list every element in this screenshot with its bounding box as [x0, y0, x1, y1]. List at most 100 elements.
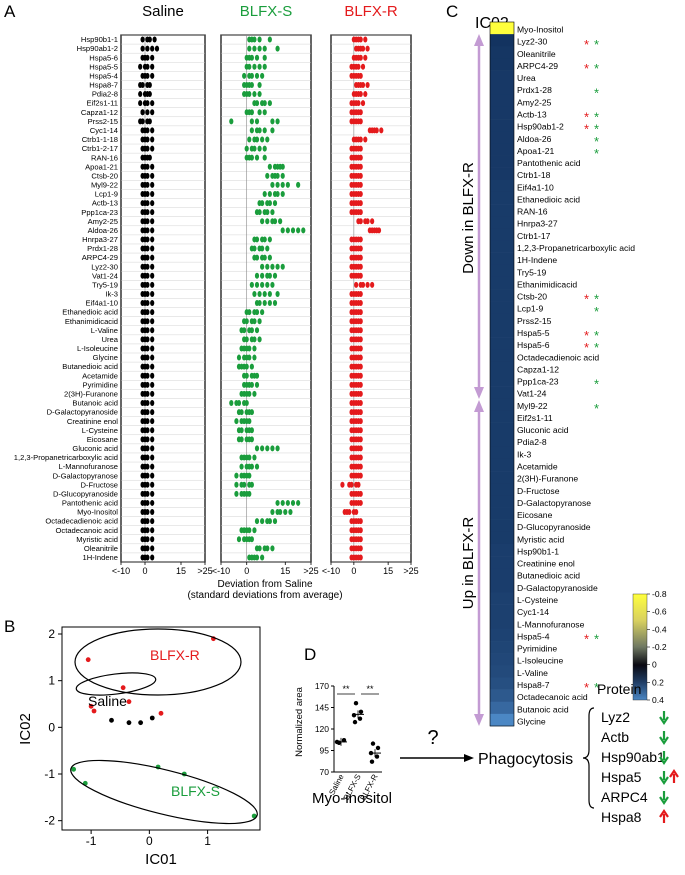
data-point: [358, 72, 363, 79]
data-point: [272, 163, 278, 170]
data-point: [275, 45, 280, 52]
data-point: [262, 109, 267, 116]
data-point: [356, 309, 361, 316]
panel-a-xlabel-1: Deviation from Saline: [217, 579, 312, 590]
data-point: [242, 399, 247, 406]
data-point: [257, 145, 262, 152]
data-point: [351, 181, 356, 188]
feature-label: ARPC4-29: [82, 253, 118, 262]
green-star: *: [594, 146, 599, 161]
data-point: [351, 300, 356, 307]
x-tick-label: <-10: [322, 566, 340, 576]
heatmap-cell: [490, 155, 514, 168]
data-point: [358, 709, 364, 714]
red-star: *: [584, 680, 589, 695]
data-point: [150, 436, 155, 443]
row-label: Myristic acid: [517, 534, 564, 544]
data-point: [142, 427, 148, 434]
up-arrow: [474, 400, 484, 726]
feature-label: Creatinine enol: [67, 417, 118, 426]
red-star: *: [584, 632, 589, 647]
data-point: [351, 145, 356, 152]
x-tick-label: 15: [280, 566, 290, 576]
data-point: [254, 72, 260, 79]
data-point: [252, 91, 257, 98]
data-point: [275, 172, 280, 179]
data-point: [275, 118, 280, 125]
row-label: D-Glucopyranoside: [517, 522, 591, 532]
data-point: [244, 490, 249, 497]
data-point: [142, 63, 148, 70]
data-point: [150, 499, 155, 506]
protein-name: Actb: [601, 729, 629, 745]
data-point: [234, 472, 239, 479]
row-label: Ctrb1-18: [517, 170, 551, 180]
data-point: [150, 263, 155, 270]
data-point: [351, 163, 356, 170]
data-point: [354, 91, 359, 98]
data-point: [351, 418, 356, 425]
data-point: [267, 254, 272, 261]
row-label: Prss2-15: [517, 316, 552, 326]
data-point: [349, 63, 354, 70]
data-point: [272, 518, 278, 525]
data-point: [374, 227, 379, 234]
blfx-s-ellipse: [70, 759, 258, 825]
data-point: [142, 536, 148, 543]
heatmap-cell: [490, 592, 514, 605]
data-point: [375, 745, 381, 751]
data-point: [351, 100, 356, 107]
data-point: [142, 209, 148, 216]
data-point: [356, 490, 361, 497]
data-point: [260, 218, 265, 225]
row-label: L-Mannofuranose: [517, 619, 585, 629]
x-tick-label: -1: [86, 834, 97, 848]
data-point: [150, 518, 155, 525]
data-point: [272, 300, 278, 307]
data-point: [356, 427, 361, 434]
heatmap-cell: [490, 301, 514, 314]
heatmap-cell: [490, 556, 514, 569]
panel-c: C IC02 Myo-InositolLyz2-30**OleanitrileA…: [446, 2, 667, 726]
data-point: [265, 245, 270, 252]
data-point: [142, 72, 148, 79]
data-point: [247, 527, 252, 534]
data-point: [356, 463, 361, 470]
data-point: [262, 54, 267, 61]
feature-label: Octadecanoic acid: [56, 526, 118, 535]
data-point: [150, 527, 155, 534]
row-label: ARPC4-29: [517, 61, 558, 71]
row-label: Actb-13: [517, 110, 547, 120]
data-point: [242, 345, 247, 352]
sig-label: **: [342, 684, 350, 694]
data-point: [150, 509, 155, 516]
data-point: [150, 472, 155, 479]
data-point: [296, 499, 301, 506]
feature-label: Myristic acid: [76, 535, 118, 544]
data-point: [374, 754, 380, 759]
data-point: [244, 336, 249, 343]
data-point: [150, 236, 155, 243]
data-point: [254, 236, 260, 243]
data-point: [142, 200, 148, 207]
data-point: [150, 399, 155, 406]
panel-a-plots: <-10 0 15 >25 Saline <-10 0 15 >25 BLFX-S <-10 0 15 >…: [112, 3, 419, 576]
feature-label: Prdx1-28: [87, 244, 118, 253]
data-point: [360, 100, 366, 107]
panel-b-points: [71, 636, 257, 819]
data-point: [244, 372, 249, 379]
data-point: [275, 181, 280, 188]
data-point: [152, 36, 157, 43]
red-star: *: [584, 292, 589, 307]
data-point: [244, 363, 249, 370]
data-point: [356, 418, 361, 425]
data-point: [262, 290, 267, 297]
row-label: Pdia2-8: [517, 437, 547, 447]
data-point: [239, 427, 244, 434]
data-point: [267, 290, 272, 297]
green-star: *: [594, 377, 599, 392]
data-point: [260, 309, 265, 316]
feature-label: Ethanedioic acid: [62, 308, 118, 317]
colorbar-tick-label: -0.8: [652, 589, 667, 599]
